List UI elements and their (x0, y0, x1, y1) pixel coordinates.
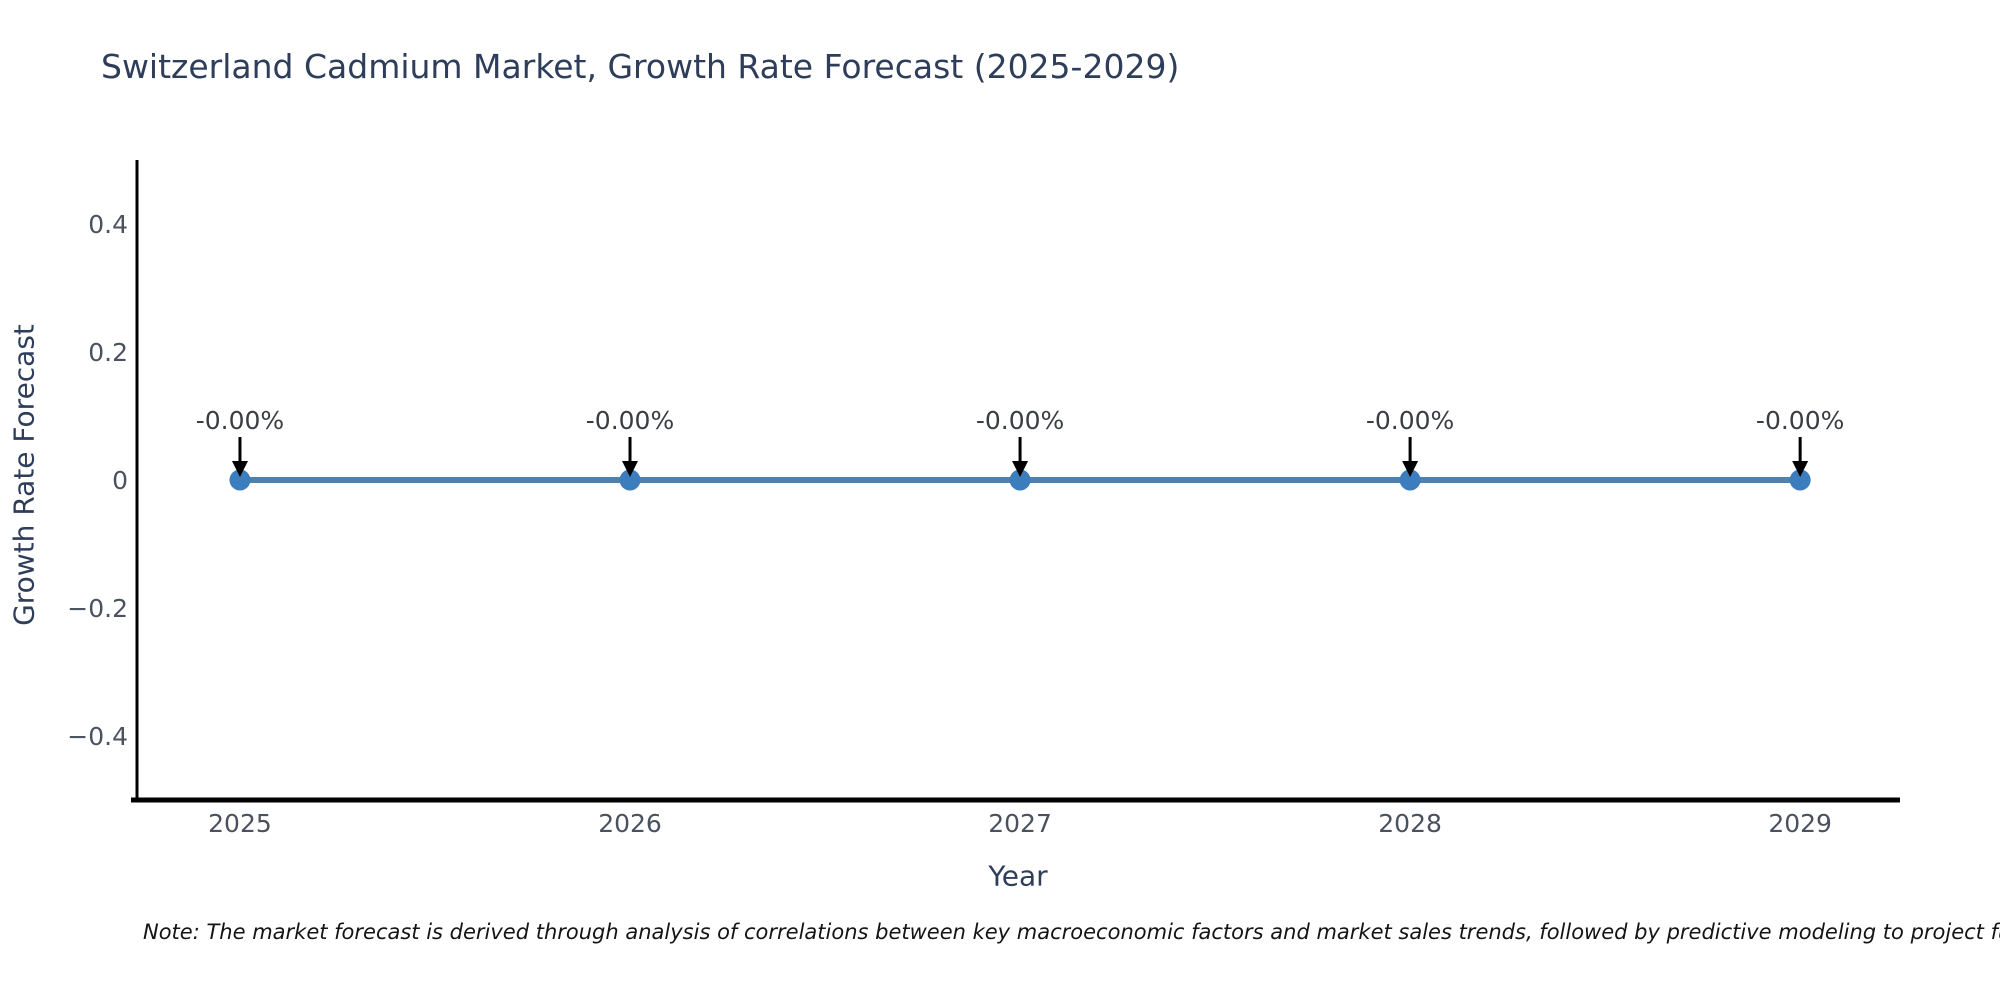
x-axis-title: Year (988, 859, 1048, 893)
data-point-marker (1009, 469, 1031, 491)
y-tick-label: −0.4 (67, 722, 128, 751)
y-tick-label: −0.2 (67, 594, 128, 623)
y-tick-label: 0 (112, 466, 128, 495)
data-point-marker (1399, 469, 1421, 491)
y-axis-title: Growth Rate Forecast (7, 324, 41, 626)
data-point-marker (619, 469, 641, 491)
annotation-arrowhead-icon (1402, 461, 1419, 477)
data-point-marker (1789, 469, 1811, 491)
annotation-arrowhead-icon (231, 461, 248, 477)
annotation-arrowhead-icon (1792, 461, 1809, 477)
y-tick-label: 0.2 (88, 338, 128, 367)
x-tick-label: 2027 (988, 809, 1052, 838)
annotation-arrowhead-icon (1012, 461, 1029, 477)
footnote: Note: The market forecast is derived thr… (143, 920, 2000, 944)
annotation-label: -0.00% (196, 406, 284, 435)
x-tick-label: 2026 (598, 809, 662, 838)
annotation-label: -0.00% (976, 406, 1064, 435)
data-point-marker (229, 469, 251, 491)
x-tick-label: 2029 (1768, 809, 1832, 838)
annotation-label: -0.00% (586, 406, 674, 435)
annotation-label: -0.00% (1366, 406, 1454, 435)
annotation-label: -0.00% (1756, 406, 1844, 435)
x-tick-label: 2028 (1378, 809, 1442, 838)
y-tick-label: 0.4 (88, 210, 128, 239)
chart-title: Switzerland Cadmium Market, Growth Rate … (101, 47, 1180, 86)
annotation-arrowhead-icon (622, 461, 639, 477)
x-tick-label: 2025 (208, 809, 272, 838)
